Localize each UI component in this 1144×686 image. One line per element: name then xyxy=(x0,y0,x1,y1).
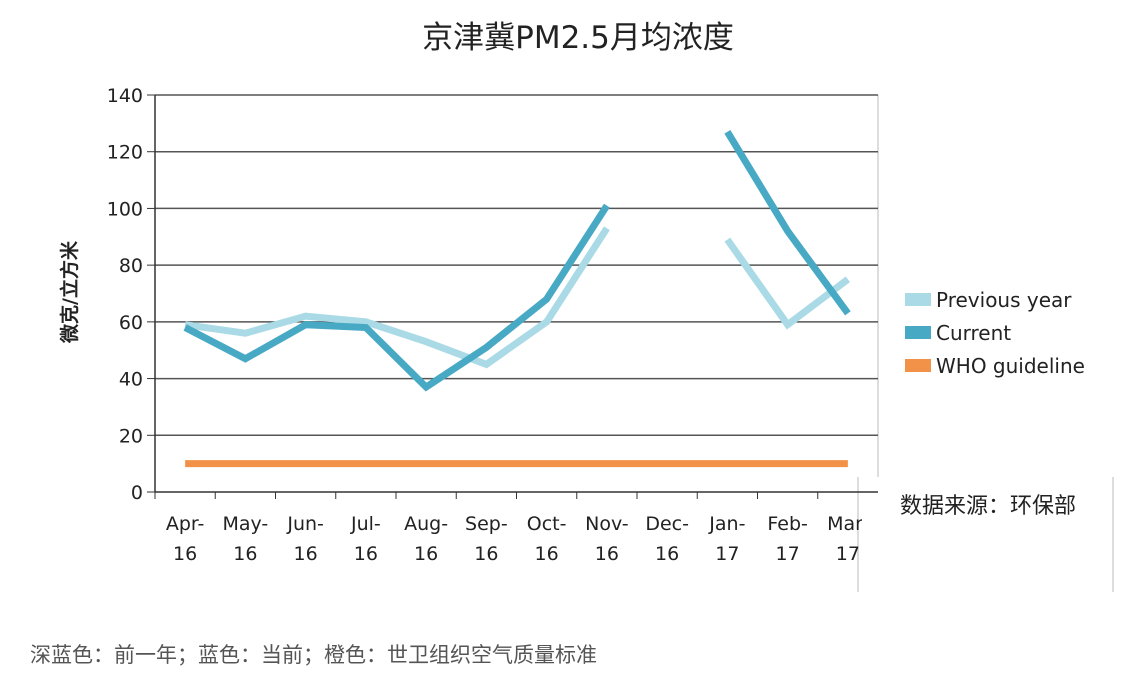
x-tick-label: Mar- 17 xyxy=(827,513,869,565)
x-tick-label: Oct- 16 xyxy=(527,513,567,565)
y-tick-label: 0 xyxy=(131,482,143,504)
x-label-clip xyxy=(862,505,882,565)
legend-label: WHO guideline xyxy=(936,354,1085,378)
legend-label: Previous year xyxy=(936,288,1072,312)
caption: 深蓝色：前一年；蓝色：当前；橙色：世卫组织空气质量标准 xyxy=(30,643,597,667)
legend-swatch xyxy=(905,326,931,339)
x-tick-label-part: Sep- xyxy=(465,513,508,535)
x-tick-label-part: 16 xyxy=(414,543,438,565)
y-tick-label: 80 xyxy=(119,255,143,277)
y-axis-label: 微克/立方米 xyxy=(58,240,81,344)
y-tick-label: 120 xyxy=(107,142,143,164)
legend-swatch xyxy=(905,359,931,372)
x-tick-label: Feb- 17 xyxy=(767,513,808,565)
y-tick-label: 100 xyxy=(107,198,143,220)
source-note: 数据来源：环保部 xyxy=(900,494,1076,519)
x-tick-label-part: Jul- xyxy=(350,513,381,535)
legend-swatch xyxy=(905,293,931,306)
x-tick-label-part: Oct- xyxy=(527,513,567,535)
x-tick-label-part: Jan- xyxy=(708,513,745,535)
y-tick-label: 40 xyxy=(119,369,143,391)
x-tick-label-part: Mar- xyxy=(827,513,869,535)
x-tick-label-part: Apr- xyxy=(166,513,205,535)
x-tick-label-part: Feb- xyxy=(767,513,808,535)
x-tick-label-part: 16 xyxy=(233,543,257,565)
x-tick-label-part: 16 xyxy=(535,543,559,565)
x-tick-label-part: 17 xyxy=(836,543,860,565)
x-tick-label-part: 17 xyxy=(715,543,739,565)
x-tick-label: Dec- 16 xyxy=(645,513,689,565)
y-tick-label: 20 xyxy=(119,425,143,447)
legend-label: Current xyxy=(936,321,1011,345)
chart-title: 京津冀PM2.5月均浓度 xyxy=(422,20,734,56)
y-tick-label: 60 xyxy=(119,312,143,334)
x-tick-label-part: Nov- xyxy=(585,513,628,535)
x-tick-label: Nov- 16 xyxy=(585,513,628,565)
x-tick-label: Sep- 16 xyxy=(465,513,508,565)
y-tick-label: 140 xyxy=(107,85,143,107)
x-tick-label: May- 16 xyxy=(222,513,268,565)
x-tick-label: Apr- 16 xyxy=(166,513,205,565)
x-tick-label-part: 16 xyxy=(294,543,318,565)
x-tick-label-part: 16 xyxy=(655,543,679,565)
x-tick-label-part: Jun- xyxy=(286,513,324,535)
x-tick-label: Jan- 17 xyxy=(708,513,745,565)
x-tick-label: Aug- 16 xyxy=(404,513,448,565)
x-tick-label-part: 16 xyxy=(354,543,378,565)
x-tick-label-part: Aug- xyxy=(404,513,448,535)
x-tick-label-part: May- xyxy=(222,513,268,535)
data-line xyxy=(184,226,850,369)
x-tick-label-part: 17 xyxy=(776,543,800,565)
x-tick-label-part: 16 xyxy=(474,543,498,565)
x-tick-label: Jul- 16 xyxy=(350,513,381,565)
x-tick-label-part: Dec- xyxy=(645,513,689,535)
x-tick-label-part: 16 xyxy=(173,543,197,565)
x-tick-label-part: 16 xyxy=(595,543,619,565)
data-line xyxy=(183,130,851,392)
x-tick-label: Jun- 16 xyxy=(286,513,324,565)
